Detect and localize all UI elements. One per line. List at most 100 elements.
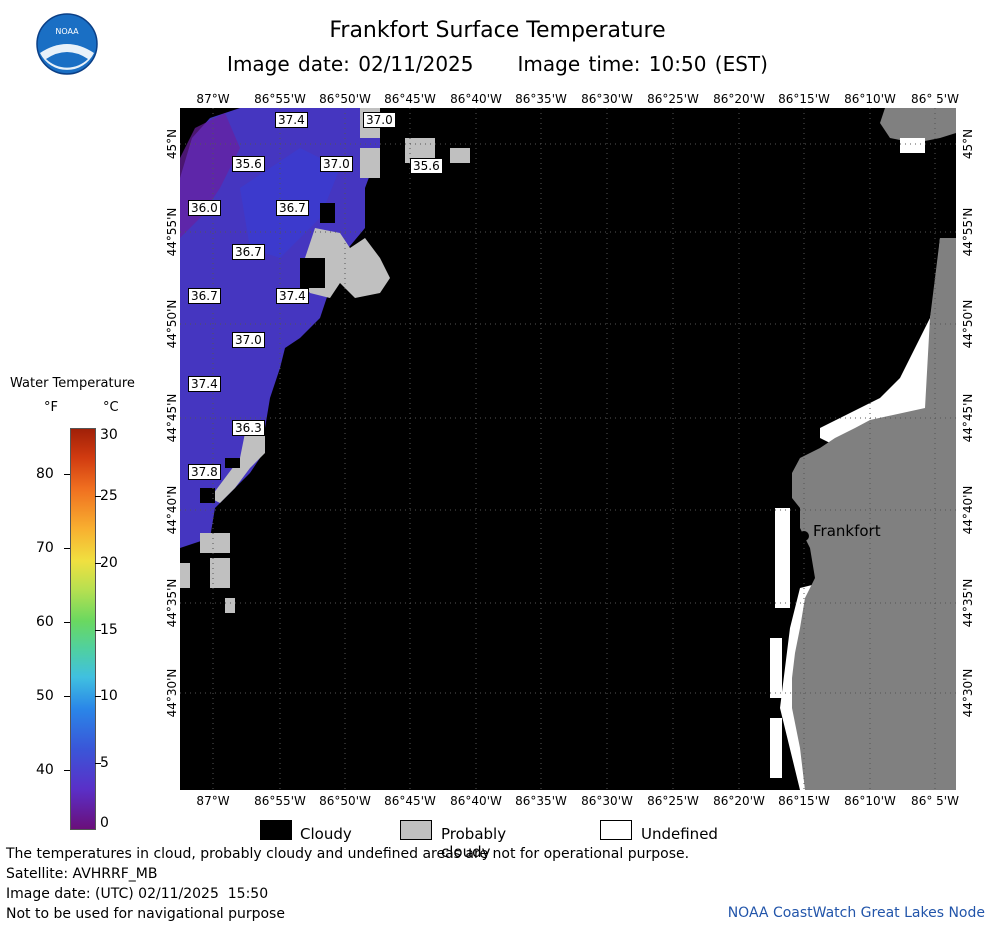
lon-label: 86°10'W [844, 794, 896, 808]
probably-cloudy-patch [180, 563, 190, 588]
legend-swatch-undefined [600, 820, 632, 840]
undefined-strip [775, 508, 790, 608]
sst-label: 37.4 [275, 112, 308, 128]
satellite-text: Satellite: AVHRRF_MB [6, 866, 158, 882]
f-tick-label: 70 [36, 540, 54, 556]
lon-label: 86°30'W [581, 92, 633, 106]
c-tick-label: 5 [100, 755, 109, 771]
legend-label-cloudy: Cloudy [300, 825, 352, 843]
cloudy-patch [320, 203, 335, 223]
f-tick-label: 50 [36, 688, 54, 704]
legend-label-probably-cloudy: Probably cloudy [441, 825, 507, 861]
lon-label: 86°30'W [581, 794, 633, 808]
cloudy-patch [200, 488, 215, 503]
lat-label: 44°50'N [165, 299, 179, 349]
lat-label: 45°N [961, 128, 975, 160]
lon-label: 86°50'W [319, 92, 371, 106]
legend-label-undefined: Undefined [641, 825, 718, 843]
sst-label: 37.0 [320, 156, 353, 172]
probably-cloudy-patch [360, 148, 380, 178]
lon-label: 86°10'W [844, 92, 896, 106]
lon-label: 87°W [196, 794, 230, 808]
c-tick-label: 25 [100, 488, 118, 504]
f-tick-label: 80 [36, 466, 54, 482]
f-tick-mark [64, 474, 70, 475]
lat-label: 44°35'N [165, 578, 179, 628]
sst-label: 35.6 [410, 158, 443, 174]
credit-text: NOAA CoastWatch Great Lakes Node [727, 905, 985, 921]
lon-label: 86°45'W [384, 92, 436, 106]
c-tick-label: 0 [100, 815, 109, 831]
lon-label: 86°35'W [515, 92, 567, 106]
temperature-map: 37.4 37.0 35.6 37.0 35.6 36.0 36.7 36.7 … [180, 108, 956, 790]
c-tick-label: 30 [100, 427, 118, 443]
city-label: Frankfort [813, 522, 881, 540]
sst-label: 37.4 [276, 288, 309, 304]
undefined-strip [900, 138, 925, 153]
f-tick-mark [64, 770, 70, 771]
map-title: Frankfort Surface Temperature [329, 18, 666, 43]
city-marker-icon [799, 531, 809, 541]
f-tick-label: 60 [36, 614, 54, 630]
cloudy-patch [300, 258, 325, 288]
legend-swatch-cloudy [260, 820, 292, 840]
lon-label: 86°40'W [450, 794, 502, 808]
graticule-lines [180, 108, 956, 790]
f-tick-mark [64, 622, 70, 623]
lat-label: 44°30'N [165, 668, 179, 718]
sst-label: 35.6 [232, 156, 265, 172]
probably-cloudy-patch [450, 148, 470, 163]
land-area [880, 108, 956, 143]
cloudy-patch [225, 458, 240, 468]
lon-label: 86° 5'W [911, 92, 959, 106]
lat-label: 45°N [165, 128, 179, 160]
c-tick-mark [95, 630, 101, 631]
undefined-strip [770, 638, 782, 698]
c-tick-mark [95, 696, 101, 697]
sst-label: 36.7 [188, 288, 221, 304]
f-tick-mark [64, 548, 70, 549]
lon-label: 86°50'W [319, 794, 371, 808]
probably-cloudy-patch [225, 598, 235, 613]
unit-celsius: °C [103, 400, 119, 415]
lat-label: 44°45'N [961, 393, 975, 443]
lon-label: 86°55'W [254, 794, 306, 808]
lon-label: 86°20'W [713, 794, 765, 808]
c-tick-label: 20 [100, 555, 118, 571]
lon-label: 86°15'W [778, 794, 830, 808]
sst-label: 36.3 [232, 420, 265, 436]
utc-date-text: Image date: (UTC) 02/11/2025 15:50 [6, 886, 269, 902]
image-time: Image time: 10:50 (EST) [517, 52, 768, 76]
disclaimer-text: The temperatures in cloud, probably clou… [6, 846, 690, 862]
lon-label: 86°25'W [647, 92, 699, 106]
undefined-strip [770, 718, 782, 778]
lat-label: 44°30'N [961, 668, 975, 718]
sst-label: 36.7 [276, 200, 309, 216]
lon-label: 86°55'W [254, 92, 306, 106]
lon-label: 86°15'W [778, 92, 830, 106]
probably-cloudy-patch [210, 558, 230, 588]
f-tick-label: 40 [36, 762, 54, 778]
c-tick-mark [95, 496, 101, 497]
noaa-logo-text: NOAA [55, 27, 79, 36]
legend-swatch-probably-cloudy [400, 820, 432, 840]
c-tick-label: 15 [100, 622, 118, 638]
sst-label: 37.8 [188, 464, 221, 480]
lat-label: 44°35'N [961, 578, 975, 628]
c-tick-mark [95, 563, 101, 564]
lat-label: 44°55'N [165, 207, 179, 257]
lon-label: 86°40'W [450, 92, 502, 106]
lon-label: 86° 5'W [911, 794, 959, 808]
unit-fahrenheit: °F [44, 400, 58, 415]
land-area [792, 238, 956, 790]
c-tick-label: 10 [100, 688, 118, 704]
lon-label: 86°25'W [647, 794, 699, 808]
lat-label: 44°40'N [961, 485, 975, 535]
lat-label: 44°45'N [165, 393, 179, 443]
lat-label: 44°40'N [165, 485, 179, 535]
map-subtitle: Image date: 02/11/2025 Image time: 10:50 … [0, 52, 995, 76]
c-tick-mark [95, 763, 101, 764]
sst-label: 37.0 [232, 332, 265, 348]
lat-label: 44°55'N [961, 207, 975, 257]
sst-label: 37.4 [188, 376, 221, 392]
